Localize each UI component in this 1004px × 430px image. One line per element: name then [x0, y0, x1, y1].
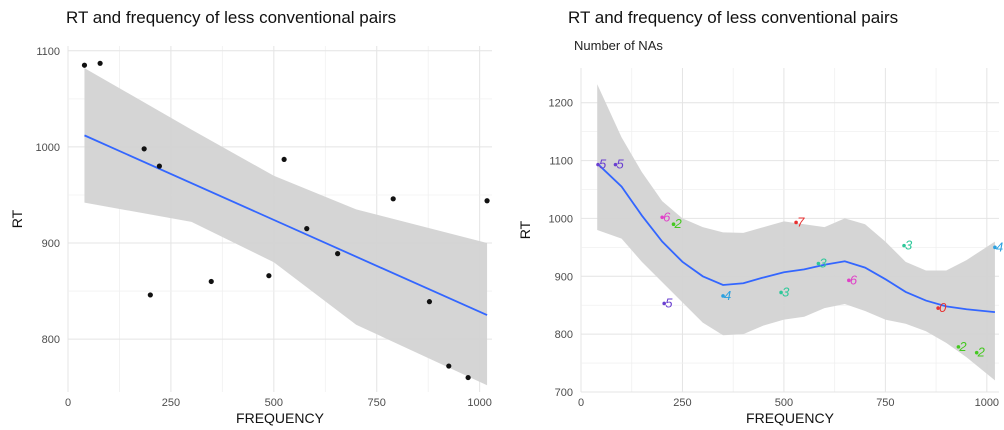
data-point [721, 294, 725, 298]
data-point [613, 162, 618, 167]
data-point [208, 278, 214, 285]
data-point [465, 374, 471, 381]
point-label: 5 [665, 295, 673, 310]
data-point [390, 196, 396, 202]
chart-panel-right: RT and frequency of less conventional pa… [502, 0, 1004, 430]
data-point [596, 162, 600, 167]
data-point [335, 251, 341, 257]
point-label: 6 [663, 209, 671, 224]
point-label: 2 [958, 339, 967, 354]
point-label: 7 [797, 214, 805, 229]
y-tick-label: 1200 [549, 98, 573, 110]
data-point [81, 62, 88, 68]
point-label: 6 [850, 272, 858, 287]
y-tick-label: 800 [555, 329, 573, 341]
data-point [794, 220, 798, 225]
chart-title: RT and frequency of less conventional pa… [568, 8, 899, 27]
point-label: 5 [599, 157, 607, 172]
x-tick-label: 0 [65, 397, 71, 409]
point-label: 4 [996, 239, 1003, 254]
confidence-band [597, 84, 995, 381]
data-point [902, 243, 906, 248]
y-tick-label: 1100 [36, 46, 60, 58]
data-point [484, 198, 490, 204]
y-tick-label: 900 [42, 238, 60, 250]
x-axis-title: FREQUENCY [746, 410, 835, 426]
x-axis-title: FREQUENCY [236, 410, 325, 426]
data-point [426, 299, 433, 305]
y-tick-label: 900 [555, 271, 573, 283]
data-point [936, 306, 940, 310]
x-tick-label: 0 [578, 397, 584, 409]
x-tick-label: 500 [775, 397, 793, 409]
fit-line [596, 162, 996, 314]
data-point [304, 226, 310, 232]
point-label: 4 [724, 288, 731, 303]
x-tick-label: 250 [162, 397, 180, 409]
confidence-band [84, 68, 488, 386]
x-tick-label: 1000 [467, 397, 491, 409]
point-label: 2 [674, 216, 683, 231]
data-point [779, 290, 783, 295]
x-tick-label: 500 [265, 397, 283, 409]
data-point [281, 156, 287, 163]
data-point [266, 273, 272, 279]
point-label: 3 [905, 238, 913, 253]
point-label: 3 [782, 284, 790, 299]
point-label: 2 [977, 345, 986, 360]
y-axis-title: RT [517, 220, 533, 239]
y-tick-label: 800 [42, 334, 60, 346]
x-tick-label: 750 [876, 397, 894, 409]
scatter-plot-left: 0 250 500 750 1000 800 900 1000 1100 FREQUENCY RT [9, 46, 492, 426]
data-point [141, 146, 147, 152]
y-tick-label: 700 [555, 387, 573, 399]
data-point [147, 292, 153, 298]
y-tick-label: 1000 [36, 142, 60, 154]
chart-subtitle: Number of NAs [574, 38, 663, 53]
fit-line [84, 134, 488, 316]
data-point [97, 60, 103, 66]
data-point [847, 278, 851, 283]
data-point [671, 222, 676, 227]
x-tick-label: 1000 [975, 397, 999, 409]
y-tick-label: 1100 [549, 156, 573, 168]
point-label: 5 [616, 157, 624, 172]
data-point [974, 350, 979, 355]
data-point [660, 215, 664, 220]
data-point [956, 345, 961, 349]
data-point [993, 245, 997, 250]
point-label: 0 [939, 300, 947, 315]
data-point [662, 301, 666, 306]
x-tick-label: 750 [368, 397, 386, 409]
data-point [816, 261, 821, 266]
point-label: 3 [819, 256, 827, 271]
data-point [446, 363, 452, 369]
y-axis-title: RT [9, 209, 25, 228]
chart-title: RT and frequency of less conventional pa… [66, 8, 397, 27]
data-point [156, 163, 162, 169]
x-tick-label: 250 [673, 397, 691, 409]
chart-panel-left: RT and frequency of less conventional pa… [9, 8, 492, 426]
y-tick-label: 1000 [549, 213, 573, 225]
